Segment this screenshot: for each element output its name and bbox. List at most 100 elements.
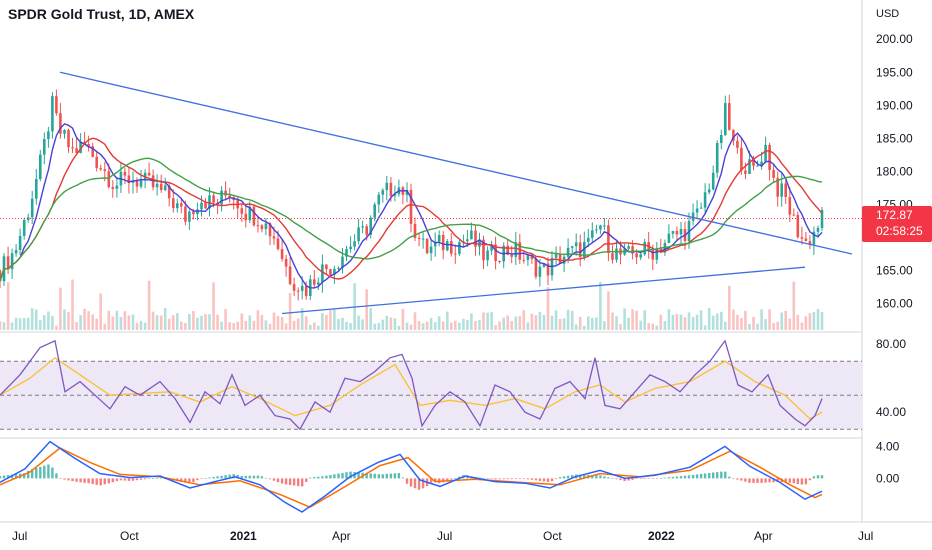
macd-histogram-bar [59, 478, 62, 479]
macd-histogram-bar [627, 478, 630, 481]
macd-histogram-bar [558, 477, 562, 479]
volume-bar [583, 325, 586, 330]
macd-histogram-bar [377, 474, 380, 479]
macd-histogram-bar [224, 475, 227, 479]
volume-bar [458, 322, 461, 330]
macd-histogram-bar [196, 478, 199, 481]
volume-bar [768, 309, 771, 330]
candle-body [47, 131, 50, 140]
macd-histogram-bar [486, 478, 489, 479]
trendline [59, 71, 853, 255]
candle-body [115, 185, 119, 189]
volume-bar [252, 320, 256, 330]
macd-histogram-bar [381, 474, 384, 479]
macd-histogram-bar [260, 476, 264, 479]
volume-bar [200, 315, 203, 330]
macd-histogram-bar [502, 478, 505, 480]
price-tick-label: 160.00 [876, 297, 913, 311]
macd-histogram-bar [288, 478, 292, 485]
time-tick-label: Oct [120, 529, 139, 543]
macd-histogram-bar [268, 478, 272, 480]
candle-body [808, 241, 812, 245]
candle-body [724, 103, 727, 135]
macd-histogram-bar [216, 476, 219, 479]
volume-bar [659, 314, 663, 330]
macd-histogram-bar [208, 477, 211, 479]
macd-histogram-bar [147, 478, 151, 479]
volume-bar [498, 321, 501, 330]
volume-bar [534, 315, 538, 330]
candle-body [369, 217, 372, 235]
rsi-signal-line [0, 356, 823, 420]
volume-bar [760, 309, 763, 330]
candle-body [353, 241, 356, 247]
candle-body [437, 235, 441, 242]
candle-body [180, 203, 183, 207]
volume-bar [337, 319, 340, 330]
candle-body [591, 230, 594, 238]
macd-histogram-bar [333, 474, 336, 479]
macd-histogram-bar [699, 473, 703, 479]
candle-body [599, 225, 602, 230]
macd-histogram-bar [494, 478, 497, 480]
macd-histogram-bar [123, 478, 127, 481]
macd-histogram-bar [816, 475, 820, 479]
volume-bar [317, 325, 320, 330]
candle-body [244, 213, 248, 221]
candle-body [800, 237, 804, 239]
volume-bar [671, 314, 675, 330]
macd-histogram-bar [643, 478, 646, 479]
macd-histogram-bar [297, 478, 300, 487]
macd-histogram-bar [200, 478, 203, 479]
macd-histogram-bar [111, 478, 114, 483]
volume-bar [55, 325, 58, 330]
macd-histogram-bar [655, 478, 658, 479]
macd-histogram-bar [220, 475, 223, 479]
macd-histogram-bar [736, 478, 739, 480]
candle-body [413, 223, 417, 238]
macd-histogram-bar [510, 478, 513, 480]
volume-bar [228, 322, 231, 330]
macd-histogram-bar [369, 473, 372, 479]
volume-bar [167, 318, 171, 330]
time-tick-label: Jul [858, 529, 873, 543]
candle-body [260, 225, 264, 230]
volume-bar [172, 315, 175, 330]
volume-bar [87, 311, 90, 330]
macd-histogram-bar [752, 478, 755, 483]
volume-bar [417, 321, 421, 330]
volume-bar [196, 317, 199, 330]
macd-histogram-bar [87, 478, 90, 484]
volume-bar [83, 308, 86, 330]
macd-histogram-bar [538, 478, 542, 481]
volume-bar [526, 322, 530, 330]
price-axis: 160.00165.00170.00175.00180.00185.00190.… [876, 32, 913, 485]
candle-body [667, 233, 671, 243]
macd-histogram-bar [55, 473, 58, 479]
macd-histogram-bar [760, 478, 763, 483]
macd-histogram-bar [397, 473, 401, 479]
volume-bar [131, 314, 135, 330]
volume-bar [425, 321, 429, 330]
candle-body [159, 183, 163, 190]
candle-body [39, 154, 42, 179]
candle-body [220, 190, 223, 205]
candle-body [123, 171, 127, 176]
candle-body [792, 214, 796, 216]
volume-bar [397, 325, 401, 330]
macd-histogram-bar [458, 476, 461, 479]
candle-body [200, 202, 203, 210]
candle-body [655, 248, 659, 260]
macd-histogram-bar [792, 478, 795, 484]
candle-body [51, 96, 54, 132]
candle-body [804, 238, 808, 242]
candle-body [514, 242, 518, 257]
candle-body [333, 268, 336, 275]
candle-body [417, 238, 421, 239]
volume-bar [413, 312, 417, 330]
candle-body [280, 249, 284, 259]
volume-bar [647, 323, 650, 330]
price-pane [0, 71, 862, 315]
macd-histogram-bar [506, 478, 509, 480]
